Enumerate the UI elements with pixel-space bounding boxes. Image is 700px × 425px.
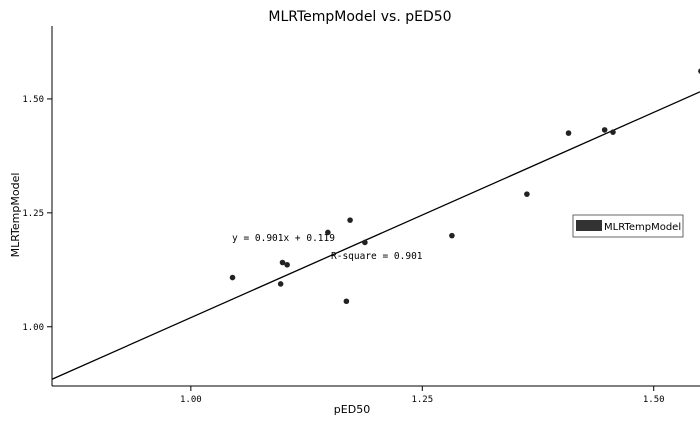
legend-swatch [576,220,602,231]
r-square-annotation: R-square = 0.901 [331,251,423,262]
data-point [284,261,290,268]
data-point [601,127,608,133]
data-point [610,129,616,135]
data-point [362,239,368,246]
data-point [524,191,530,197]
data-point [229,274,236,281]
y-tick-label: 1.25 [22,209,44,219]
ticks: 1.00 1.25 1.50 1.00 1.25 1.50 [22,95,664,405]
x-tick-label: 1.25 [411,395,433,405]
legend: MLRTempModel [572,214,684,238]
x-axis-label: pED50 [334,403,370,416]
axes [51,26,700,387]
equation-annotation: y = 0.901x + 0.119 [232,233,335,244]
data-point [347,217,353,223]
data-point [449,232,455,239]
x-tick-label: 1.50 [643,395,665,405]
fit-line [51,91,700,380]
y-tick-label: 1.00 [22,323,44,333]
data-point [279,259,286,266]
y-tick-label: 1.50 [22,95,44,105]
data-points [229,68,700,305]
chart-title: MLRTempModel vs. pED50 [268,9,451,25]
data-point [277,281,284,287]
y-axis-label: MLRTempModel [9,173,22,258]
x-tick-label: 1.00 [180,395,202,405]
data-point [343,298,350,305]
data-point [565,130,572,136]
data-point [325,229,331,236]
fit-line-group [51,91,700,380]
legend-entry: MLRTempModel [604,222,681,233]
